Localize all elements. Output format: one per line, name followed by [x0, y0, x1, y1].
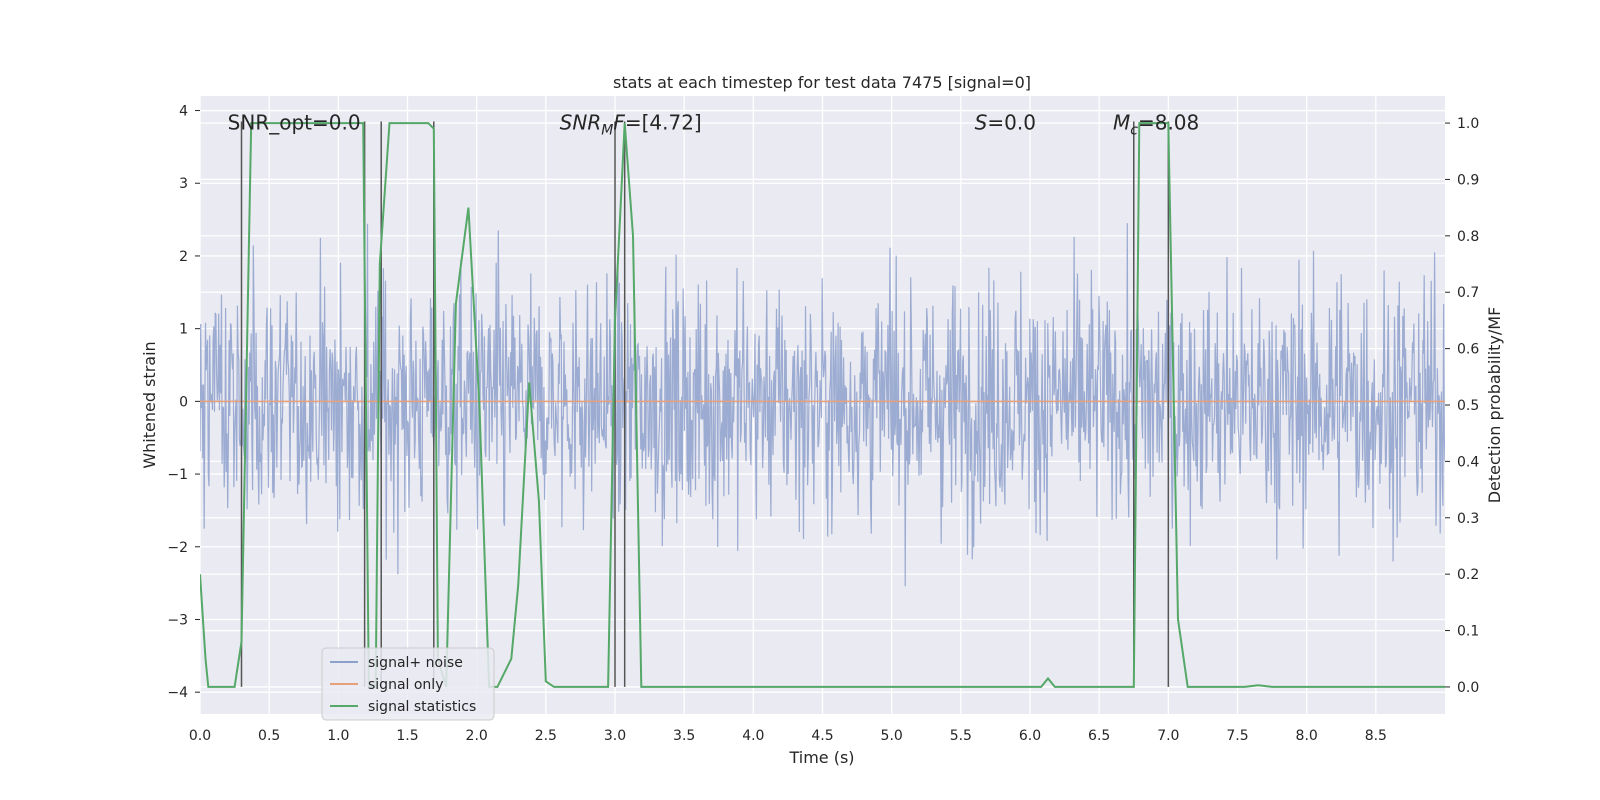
x-tick-label: 0.0	[189, 728, 211, 744]
x-tick-label: 8.5	[1365, 728, 1387, 744]
y-tick-label: 0	[179, 394, 188, 410]
legend-label: signal+ noise	[368, 655, 463, 671]
right-y-tick-label: 1.0	[1457, 116, 1479, 132]
x-tick-label: 6.0	[1019, 728, 1041, 744]
annotation-text: SNR_opt=0.0	[228, 110, 361, 134]
y-tick-label: 1	[179, 322, 188, 338]
annotation-part: M	[1113, 110, 1130, 134]
x-axis-label: Time (s)	[788, 748, 854, 767]
legend-label: signal statistics	[368, 699, 476, 715]
axes: 0.0 0.5 1.0 1.5 2.0 2.5 3.0 3.5 4.0 4.5 5.0 5.5 6.0 6…	[167, 104, 1479, 744]
x-tick-label: 5.0	[881, 728, 903, 744]
y-tick-label: −2	[167, 540, 188, 556]
y-tick-label: −4	[167, 685, 188, 701]
annotation-part: =8.08	[1138, 110, 1199, 134]
x-tick-label: 7.5	[1226, 728, 1248, 744]
x-tick-label: 4.5	[811, 728, 833, 744]
x-tick-label: 4.0	[742, 728, 764, 744]
x-tick-label: 3.0	[604, 728, 626, 744]
plot-area	[200, 121, 1445, 688]
right-y-tick-label: 0.4	[1457, 454, 1479, 470]
x-tick-label: 8.0	[1296, 728, 1318, 744]
annotation-text: S=0.0	[975, 110, 1036, 134]
right-y-axis-label: Detection probability/MF	[1485, 307, 1504, 504]
right-y-tick-label: 0.5	[1457, 398, 1479, 414]
annotation-part: S	[975, 110, 988, 134]
y-tick-label: 3	[179, 176, 188, 192]
right-y-tick-label: 0.9	[1457, 172, 1479, 188]
annotations: SNR_opt=0.0 SNRMF=[4.72] S=0.0 Mc=8.08	[228, 110, 1200, 138]
y-tick-label: −1	[167, 467, 188, 483]
right-y-tick-label: 0.0	[1457, 680, 1479, 696]
right-y-tick-label: 0.7	[1457, 285, 1479, 301]
legend-box	[321, 647, 495, 721]
annotation-part: M	[601, 122, 613, 138]
right-y-tick-label: 0.6	[1457, 342, 1479, 358]
statistics-series-line	[200, 122, 1445, 688]
x-tick-label: 5.5	[950, 728, 972, 744]
x-tick-label: 0.5	[258, 728, 280, 744]
annotation-part: F	[613, 110, 625, 134]
chart-title: stats at each timestep for test data 747…	[613, 73, 1031, 92]
annotation-text: SNRMF=[4.72]	[560, 110, 702, 138]
x-tick-label: 6.5	[1088, 728, 1110, 744]
legend: signal+ noise signal only signal statistic…	[321, 647, 495, 721]
x-tick-label: 7.0	[1157, 728, 1179, 744]
right-y-tick-label: 0.3	[1457, 511, 1479, 527]
x-tick-label: 1.5	[396, 728, 418, 744]
annotation-part: SNR_opt=0.0	[228, 110, 361, 134]
x-tick-label: 2.5	[535, 728, 557, 744]
y-tick-label: −3	[167, 612, 188, 628]
y-tick-label: 2	[179, 249, 188, 265]
right-y-tick-label: 0.2	[1457, 567, 1479, 583]
annotation-part: =0.0	[987, 110, 1036, 134]
annotation-part: SNR	[560, 110, 602, 134]
x-tick-label: 3.5	[673, 728, 695, 744]
noise-series-line	[200, 223, 1445, 587]
right-y-tick-label: 0.1	[1457, 624, 1479, 640]
y-tick-label: 4	[179, 104, 188, 120]
x-tick-label: 1.0	[327, 728, 349, 744]
y-axis-label: Whitened strain	[140, 341, 159, 468]
annotation-part: =[4.72]	[625, 110, 702, 134]
annotation-part: c	[1130, 122, 1138, 138]
right-y-tick-label: 0.8	[1457, 229, 1479, 245]
x-tick-label: 2.0	[466, 728, 488, 744]
legend-label: signal only	[368, 677, 443, 693]
annotation-text: Mc=8.08	[1113, 110, 1199, 138]
